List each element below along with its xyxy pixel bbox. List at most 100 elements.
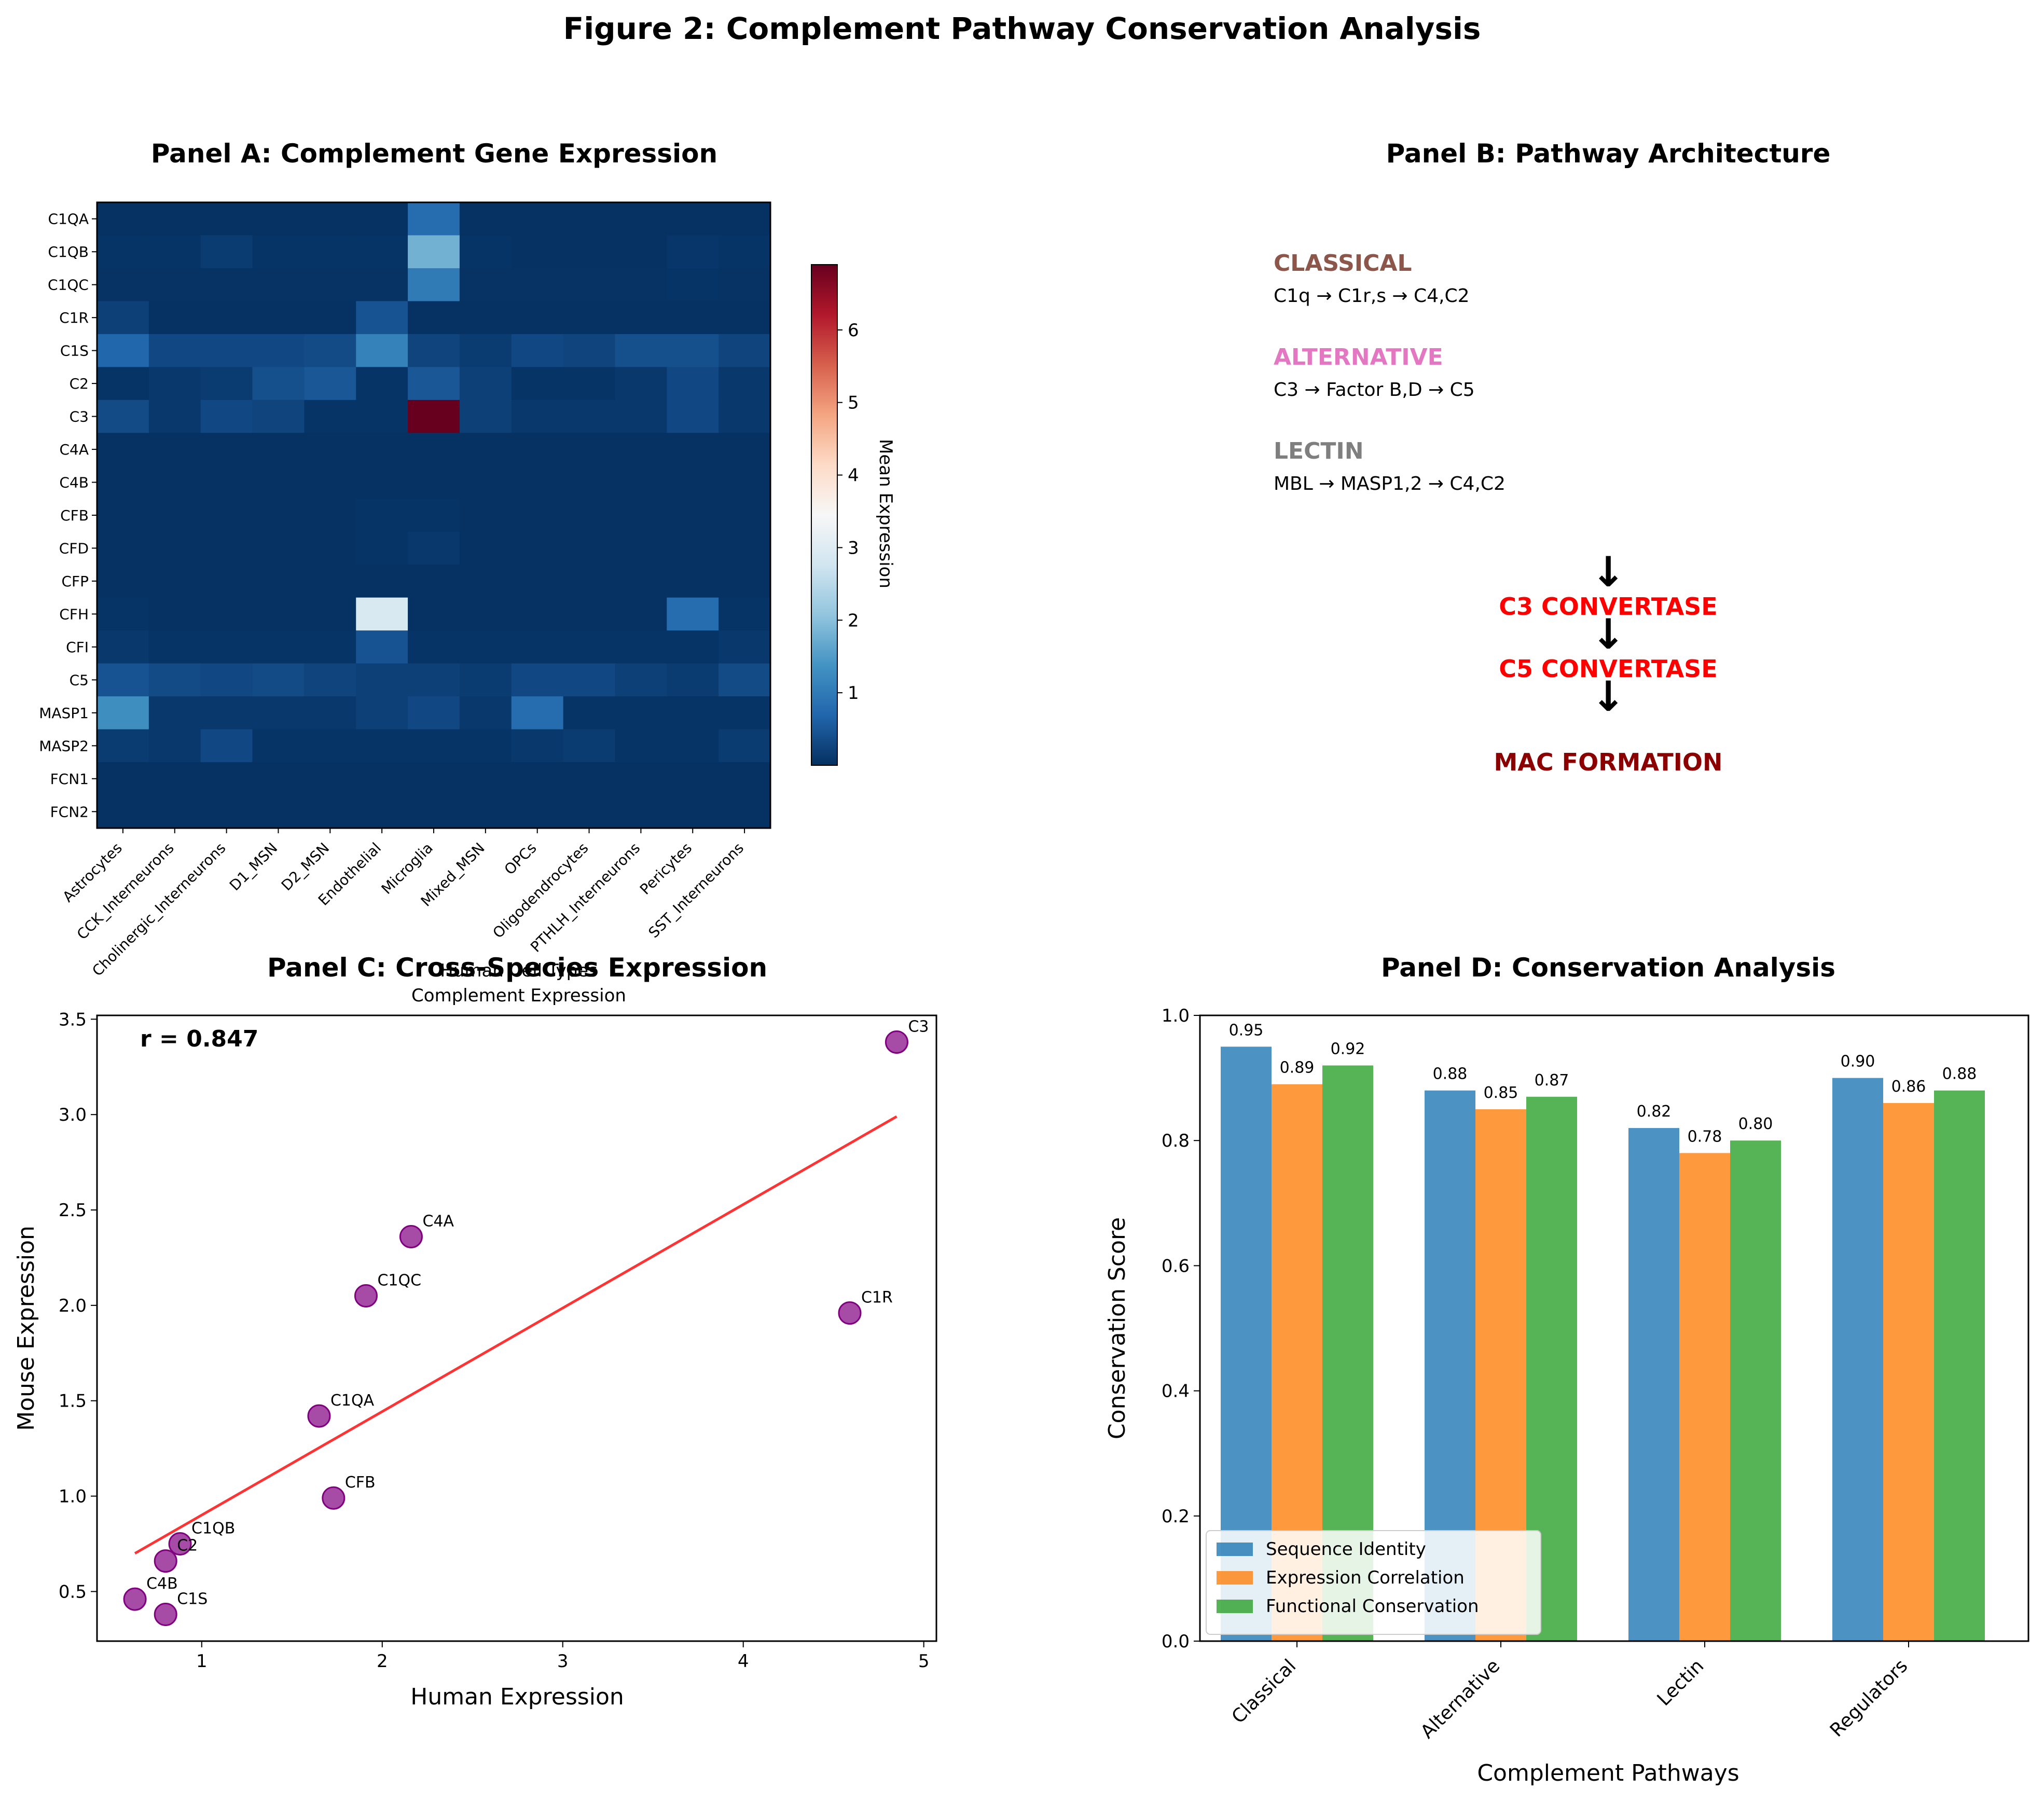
heatmap-cell-C4A-Microglia xyxy=(408,433,460,466)
heatmap-cell-C1QB-Cholinergic_Interneurons xyxy=(200,235,253,269)
heatmap-cell-C1QB-D2_MSN xyxy=(304,235,356,269)
heatmap-cell-C1QB-SST_Interneurons xyxy=(719,235,771,269)
heatmap-cell-CFB-D1_MSN xyxy=(252,499,305,532)
legend-entry: Sequence Identity xyxy=(1266,1539,1426,1560)
heatmap-row-label: MASP2 xyxy=(39,737,89,754)
heatmap-cell-MASP1-D2_MSN xyxy=(304,696,356,730)
heatmap-cell-MASP1-Cholinergic_Interneurons xyxy=(200,696,253,730)
colorbar-ticks: 1 2 3 4 5 6 xyxy=(837,320,859,704)
heatmap-cell-CFP-D2_MSN xyxy=(304,565,356,598)
panel-c-xlabel: Human Expression xyxy=(410,1684,624,1710)
scatter-point-C1S xyxy=(154,1603,177,1627)
heatmap-cell-C5-Pericytes xyxy=(667,663,719,697)
heatmap-cell-CFD-CCK_Interneurons xyxy=(148,531,201,565)
heatmap-row-label: FCN1 xyxy=(50,770,89,788)
c5-convertase-label: C5 CONVERTASE xyxy=(1499,655,1717,683)
heatmap-cell-C3-Oligodendrocytes xyxy=(563,400,616,433)
heatmap-cell-CFH-CCK_Interneurons xyxy=(148,597,201,631)
heatmap-cell-CFD-D2_MSN xyxy=(304,531,356,565)
panel-a-xlabel-line1: Human Cell Types xyxy=(440,960,598,981)
classical-steps: C1q → C1r,s → C4,C2 xyxy=(1274,285,1470,307)
heatmap-cell-C1QB-CCK_Interneurons xyxy=(148,235,201,269)
heatmap-cell-FCN1-D2_MSN xyxy=(304,762,356,796)
heatmap-cell-MASP1-PTHLH_Interneurons xyxy=(615,696,667,730)
heatmap-cell-CFB-PTHLH_Interneurons xyxy=(615,499,667,532)
heatmap-cell-FCN2-D1_MSN xyxy=(252,795,305,829)
heatmap-cell-CFP-Mixed_MSN xyxy=(459,565,512,598)
correlation-annotation: r = 0.847 xyxy=(140,1026,258,1052)
scatter-point-label: C1QA xyxy=(330,1392,375,1410)
heatmap-cell-C5-D2_MSN xyxy=(304,663,356,697)
heatmap-cell-C1QC-Oligodendrocytes xyxy=(563,268,616,302)
heatmap-cell-C2-OPCs xyxy=(511,367,564,401)
bar-Expression Correlation-Lectin xyxy=(1679,1153,1730,1641)
heatmap-cell-CFB-CCK_Interneurons xyxy=(148,499,201,532)
heatmap-cell-C1QB-Oligodendrocytes xyxy=(563,235,616,269)
scatter-x-tick-label: 1 xyxy=(196,1651,208,1672)
heatmap-cell-CFP-Cholinergic_Interneurons xyxy=(200,565,253,598)
scatter-y-tick-label: 1.5 xyxy=(59,1391,87,1412)
heatmap-cell-CFD-Endothelial xyxy=(356,531,408,565)
heatmap-cell-C1QA-D1_MSN xyxy=(252,202,305,236)
heatmap-cell-C4B-OPCs xyxy=(511,465,564,499)
heatmap-cell-C1QC-PTHLH_Interneurons xyxy=(615,268,667,302)
heatmap-cell-FCN1-Cholinergic_Interneurons xyxy=(200,762,253,796)
heatmap-cell-FCN1-Oligodendrocytes xyxy=(563,762,616,796)
heatmap-cell-CFI-SST_Interneurons xyxy=(719,630,771,664)
heatmap-cell-C1S-Endothelial xyxy=(356,334,408,367)
heatmap-cell-CFI-PTHLH_Interneurons xyxy=(615,630,667,664)
heatmap-cell-C2-PTHLH_Interneurons xyxy=(615,367,667,401)
bar-frame xyxy=(1199,1014,2029,1642)
heatmap-cell-C1S-Oligodendrocytes xyxy=(563,334,616,367)
heatmap-cell-CFB-SST_Interneurons xyxy=(719,499,771,532)
heatmap-cell-CFI-Oligodendrocytes xyxy=(563,630,616,664)
heatmap-cell-C1QC-Mixed_MSN xyxy=(459,268,512,302)
panel-c-title: Panel C: Cross-Species Expression xyxy=(267,953,767,983)
heatmap-cell-CFH-D2_MSN xyxy=(304,597,356,631)
panel-c-scatter: 1 2 3 4 50.51.01.52.02.53.03.5 C3C4AC1QCC1RC… xyxy=(13,1009,937,1710)
heatmap-cell-MASP1-Microglia xyxy=(408,696,460,730)
heatmap-row-label: C2 xyxy=(70,375,89,392)
heatmap-cell-C5-SST_Interneurons xyxy=(719,663,771,697)
heatmap-cell-CFP-Oligodendrocytes xyxy=(563,565,616,598)
heatmap-cell-CFI-Pericytes xyxy=(667,630,719,664)
heatmap-cell-CFB-D2_MSN xyxy=(304,499,356,532)
bar-y-tick-label: 1.0 xyxy=(1162,1006,1190,1026)
heatmap-cell-C2-Endothelial xyxy=(356,367,408,401)
scatter-point-label: C1R xyxy=(861,1289,893,1307)
heatmap-cell-C1QC-D1_MSN xyxy=(252,268,305,302)
down-arrow-icon: ↓ xyxy=(1591,672,1625,721)
heatmap-cell-C1S-PTHLH_Interneurons xyxy=(615,334,667,367)
heatmap-cell-CFB-Endothelial xyxy=(356,499,408,532)
heatmap-cell-C4A-Cholinergic_Interneurons xyxy=(200,433,253,466)
heatmap-cell-MASP2-SST_Interneurons xyxy=(719,729,771,763)
heatmap-cell-C5-CCK_Interneurons xyxy=(148,663,201,697)
heatmap-cell-C2-CCK_Interneurons xyxy=(148,367,201,401)
scatter-point-label: C1S xyxy=(177,1590,208,1608)
bar-value-labels: 0.95 0.88 0.82 0.90 0.89 0.85 0.78 0.86 0.92 0.87… xyxy=(1229,1021,1977,1146)
heatmap-cell-MASP1-D1_MSN xyxy=(252,696,305,730)
heatmap-cell-MASP2-Endothelial xyxy=(356,729,408,763)
heatmap-cell-FCN1-Mixed_MSN xyxy=(459,762,512,796)
bar-Functional Conservation-Regulators xyxy=(1934,1090,1985,1641)
heatmap-cell-CFI-D1_MSN xyxy=(252,630,305,664)
legend-entry: Functional Conservation xyxy=(1266,1596,1479,1617)
heatmap-cell-FCN2-Mixed_MSN xyxy=(459,795,512,829)
heatmap-cell-C3-Endothelial xyxy=(356,400,408,433)
heatmap-cell-CFP-SST_Interneurons xyxy=(719,565,771,598)
heatmap-cell-CFH-Pericytes xyxy=(667,597,719,631)
heatmap-row-label: MASP1 xyxy=(39,705,89,722)
heatmap-cell-C1R-D2_MSN xyxy=(304,301,356,335)
alternative-name: ALTERNATIVE xyxy=(1274,344,1443,370)
heatmap-cell-C1S-OPCs xyxy=(511,334,564,367)
heatmap-cell-C1QA-Mixed_MSN xyxy=(459,202,512,236)
heatmap-cell-C1QB-Mixed_MSN xyxy=(459,235,512,269)
heatmap-row-label: C1QA xyxy=(48,211,89,228)
heatmap-cell-C4B-Astrocytes xyxy=(97,465,149,499)
heatmap-cell-C4B-D2_MSN xyxy=(304,465,356,499)
heatmap-row-label: CFP xyxy=(61,573,89,590)
heatmap-cell-C4A-Astrocytes xyxy=(97,433,149,466)
heatmap-cell-FCN2-CCK_Interneurons xyxy=(148,795,201,829)
heatmap-cell-C1QC-OPCs xyxy=(511,268,564,302)
heatmap-cell-C3-D2_MSN xyxy=(304,400,356,433)
